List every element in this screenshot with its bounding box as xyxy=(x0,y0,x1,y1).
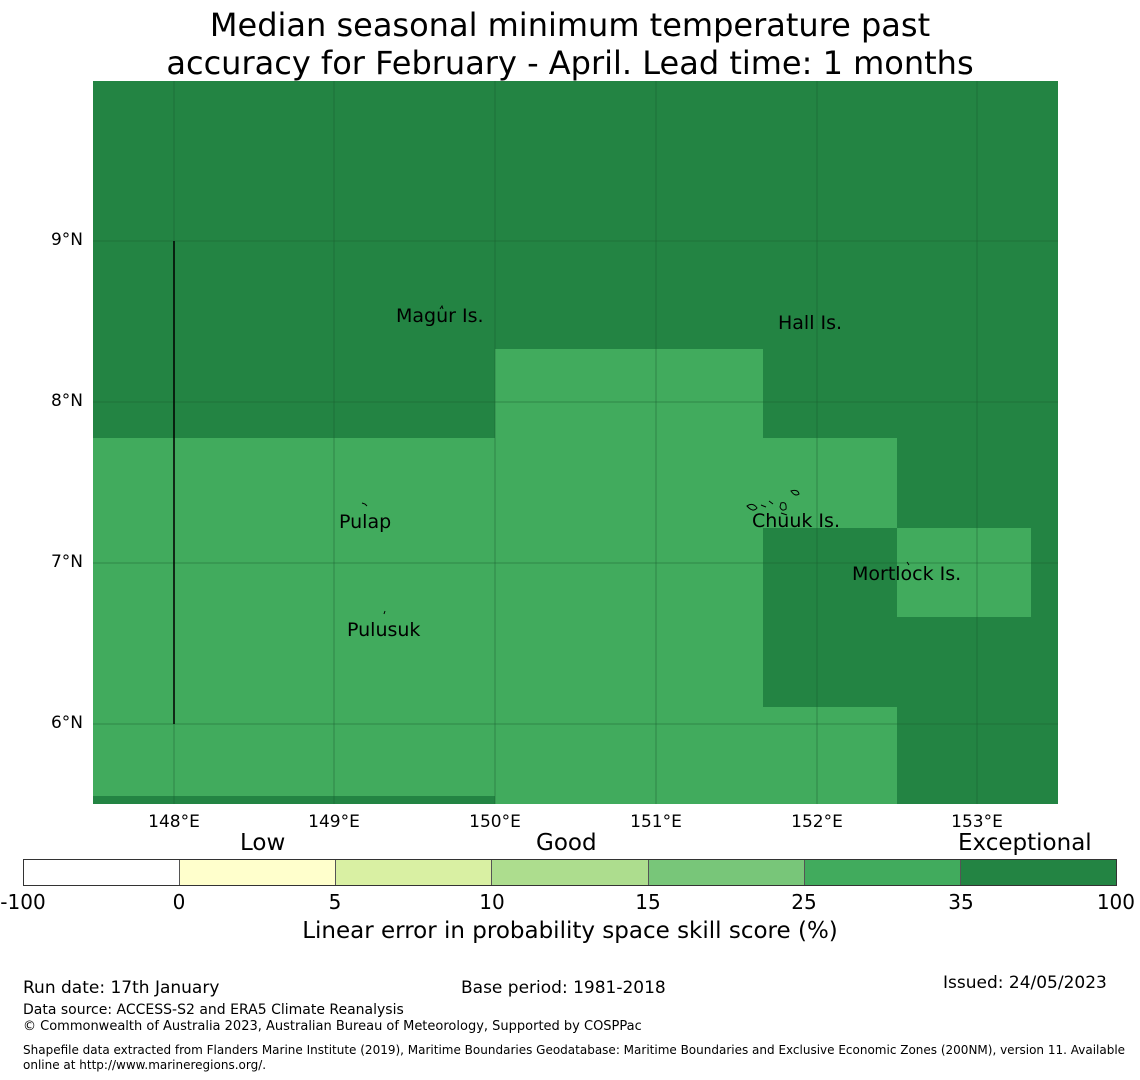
colorbar-tick-15: 15 xyxy=(635,890,661,914)
colorbar-tick-5: 5 xyxy=(328,890,342,914)
colorbar-segment-5 xyxy=(648,860,805,885)
run-date: Run date: 17th January xyxy=(23,978,220,998)
colorbar-segment-2 xyxy=(180,860,337,885)
place-label-mortlock: Mortlock Is. xyxy=(852,563,962,585)
colorbar-segment-6 xyxy=(804,860,961,885)
legend-category-good: Good xyxy=(536,830,597,856)
lon-label-151e: 151°E xyxy=(630,812,682,832)
lon-label-150e: 150°E xyxy=(469,812,521,832)
shapefile-credit-line-1: Shapefile data extracted from Flanders M… xyxy=(23,1043,1126,1057)
place-label-pulusuk: Pulusuk xyxy=(347,619,421,641)
skill-score-map: Magur Is. Hall Is. Pulap Chuuk Is. Mortl… xyxy=(93,81,1058,804)
place-label-chuuk: Chuuk Is. xyxy=(752,510,840,532)
map-canvas xyxy=(93,81,1058,804)
lon-label-153e: 153°E xyxy=(951,812,1003,832)
lon-label-152e: 152°E xyxy=(791,812,843,832)
island-outlines xyxy=(361,304,910,615)
mortlock-island xyxy=(906,561,910,566)
region-good-east-a xyxy=(763,438,897,528)
pulap-island xyxy=(361,502,368,507)
region-good-mortlock xyxy=(897,528,1031,617)
lat-label-7n: 7°N xyxy=(50,552,83,572)
colorbar-tick-minus100: -100 xyxy=(0,890,46,914)
chart-title-line-2: accuracy for February - April. Lead time… xyxy=(166,44,974,82)
colorbar-segment-3 xyxy=(336,860,493,885)
lat-label-9n: 9°N xyxy=(50,230,83,250)
magur-island xyxy=(439,304,444,310)
issued-date: Issued: 24/05/2023 xyxy=(943,973,1107,993)
chart-title-line-1: Median seasonal minimum temperature past xyxy=(209,6,931,44)
lon-label-149e: 149°E xyxy=(308,812,360,832)
region-good-west xyxy=(93,438,495,796)
colorbar-segment-1 xyxy=(24,860,181,885)
colorbar-tick-100: 100 xyxy=(1096,890,1135,914)
colorbar-segment-4 xyxy=(492,860,649,885)
colorbar-tick-25: 25 xyxy=(791,890,817,914)
pulusuk-island xyxy=(383,610,386,615)
shapefile-credit-line-2: online at http://www.marineregions.org/. xyxy=(23,1058,267,1072)
place-label-pulap: Pulap xyxy=(339,511,392,533)
place-label-magur: Magur Is. xyxy=(396,305,484,327)
colorbar-tick-10: 10 xyxy=(479,890,505,914)
colorbar-tick-35: 35 xyxy=(948,890,974,914)
data-source: Data source: ACCESS-S2 and ERA5 Climate … xyxy=(23,1002,404,1018)
lat-label-6n: 6°N xyxy=(50,713,83,733)
chuuk-lagoon xyxy=(746,489,800,516)
colorbar xyxy=(23,859,1117,886)
base-period: Base period: 1981-2018 xyxy=(461,978,666,998)
region-good-central xyxy=(495,349,763,804)
colorbar-segment-7 xyxy=(960,860,1116,885)
colorbar-tick-0: 0 xyxy=(172,890,186,914)
lon-label-148e: 148°E xyxy=(148,812,200,832)
colorbar-axis-label: Linear error in probability space skill … xyxy=(302,918,838,944)
lat-label-8n: 8°N xyxy=(50,391,83,411)
place-label-hall: Hall Is. xyxy=(778,312,843,334)
legend-category-exceptional: Exceptional xyxy=(958,830,1092,856)
gridlines xyxy=(93,81,1058,804)
region-good-east-b xyxy=(763,707,897,804)
legend-category-low: Low xyxy=(240,830,286,856)
copyright-notice: © Commonwealth of Australia 2023, Austra… xyxy=(23,1019,642,1034)
